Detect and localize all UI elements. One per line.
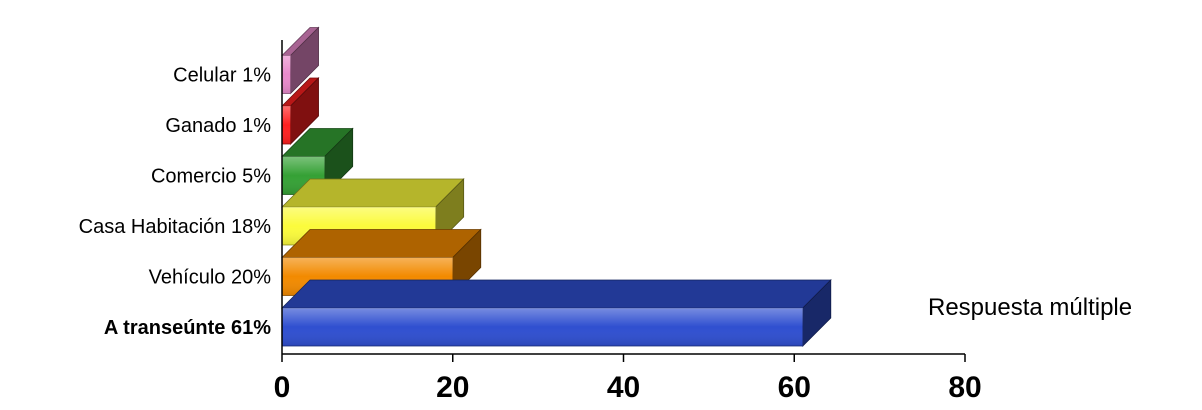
category-label: Vehículo 20% [149, 267, 272, 289]
category-labels: Celular 1% Ganado 1% Comercio 5% Casa Habit… [79, 65, 272, 340]
bar-5 [281, 26, 320, 95]
multiple-response-note: Respuesta múltiple [928, 294, 1132, 321]
bars-layer [281, 26, 832, 347]
x-tick-label: 80 [948, 371, 981, 404]
bar-top-face [281, 178, 465, 208]
x-tick-label: 40 [607, 371, 640, 404]
category-label: Comercio 5% [151, 166, 271, 188]
bar-front-shine [282, 55, 291, 94]
bar-front-shine [282, 308, 803, 346]
bar-4 [281, 77, 320, 145]
bar-front-shine [282, 106, 291, 144]
bar-0 [281, 279, 832, 347]
category-label: Casa Habitación 18% [79, 216, 272, 238]
x-tick-labels: 0 20 40 60 80 [274, 354, 982, 404]
x-tick-label: 0 [274, 371, 291, 404]
bar-top-face [281, 229, 482, 258]
category-label: Ganado 1% [165, 115, 271, 137]
bar-top-face [281, 279, 832, 309]
category-label: A transeúnte 61% [104, 317, 271, 339]
x-tick-label: 60 [778, 371, 811, 404]
x-tick-label: 20 [436, 371, 469, 404]
bar-3 [281, 127, 354, 196]
category-label: Celular 1% [173, 65, 271, 87]
